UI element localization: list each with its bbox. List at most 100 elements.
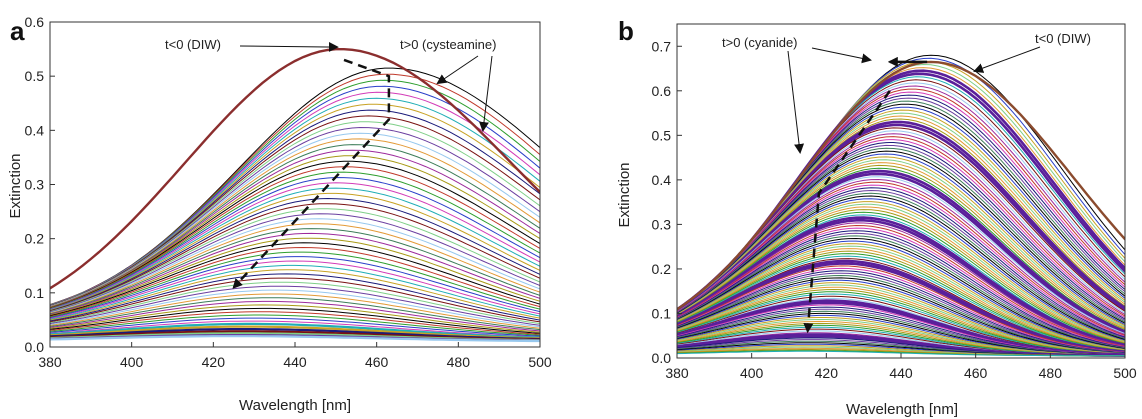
panel-b-series-line [677, 267, 1125, 354]
panel-b-shift-arrow [803, 90, 891, 334]
panel-b-series-line [677, 206, 1125, 344]
panel-a-series-line [50, 203, 540, 312]
panel-a-series-line [50, 242, 540, 317]
panel-b-x-tick-label: 420 [815, 365, 839, 381]
panel-a-x-tick-label: 400 [120, 354, 144, 370]
panel-a-y-tick-label: 0.0 [25, 339, 45, 355]
panel-b-x-tick-label: 480 [1039, 365, 1063, 381]
panel-a-series-line [50, 251, 540, 318]
panel-a-series-line [50, 228, 540, 315]
panel-b-y-axis-label: Extinction [616, 162, 633, 227]
panel-b-x-axis-label: Wavelength [nm] [846, 401, 958, 418]
panel-b-series-line [677, 253, 1125, 352]
panel-b-y-tick-label: 0.4 [652, 172, 672, 188]
panel-b-y-tick-label: 0.0 [652, 350, 672, 366]
panel-a-series-line [50, 277, 540, 323]
panel-a-series-line [50, 182, 540, 311]
panel-b-series-line [677, 232, 1125, 349]
panel-a-series-line [50, 213, 540, 313]
panel-b-series-line [677, 270, 1125, 354]
panel-b-series-line [677, 272, 1125, 354]
panel-b-initial-curve [677, 60, 1125, 311]
panel-a-series-line [50, 307, 540, 334]
panel-b-series-line [677, 211, 1125, 345]
panel-a-y-tick-label: 0.1 [25, 285, 45, 301]
panel-a-letter: a [10, 16, 25, 46]
panel-a-y-tick-label: 0.2 [25, 231, 45, 247]
panel-a-series-line [50, 197, 540, 312]
panel-a-series-line [50, 246, 540, 318]
panel-b-annotations: t>0 (cyanide) t<0 (DIW) [722, 31, 1091, 334]
panel-a-series-line [50, 166, 540, 309]
panel-a-series-line [50, 285, 540, 326]
panel-b-series-line [677, 219, 1125, 347]
panel-a-series-line [50, 187, 540, 311]
panel-a-series-line [50, 273, 540, 322]
panel-b-y-tick-label: 0.3 [652, 216, 672, 232]
panel-a-series-line [50, 311, 540, 335]
panel-a-series-line [50, 264, 540, 320]
panel-a-chart: a 380 400 420 440 460 480 500 0.0 0.1 0.2 0.3 0.4 0.… [7, 14, 552, 414]
panel-b-series-line [677, 230, 1125, 349]
annotation-t-lt-0-diw: t<0 (DIW) [1035, 31, 1091, 46]
panel-a-x-axis-label: Wavelength [nm] [239, 397, 351, 414]
panel-b-y-tick-label: 0.7 [652, 38, 672, 54]
panel-a-series-line [50, 237, 540, 316]
panel-a-shift-arrow [232, 58, 391, 289]
panel-b-y-tick-label: 0.6 [652, 83, 672, 99]
panel-b-x-tick-label: 460 [964, 365, 988, 381]
panel-b-series-line [677, 265, 1125, 353]
panel-b-y-tick-label: 0.1 [652, 305, 672, 321]
panel-b-series-line [677, 240, 1125, 350]
panel-a-x-tick-label: 460 [365, 354, 389, 370]
panel-a-series-line [50, 320, 540, 338]
panel-a-x-tick-label: 380 [38, 354, 62, 370]
panel-a-series-line [50, 232, 540, 316]
annotation-t-gt-0-cyanide: t>0 (cyanide) [722, 35, 798, 50]
panel-a-series-line [50, 260, 540, 320]
panel-b-series-line [677, 209, 1125, 344]
panel-a-y-axis-label: Extinction [7, 153, 24, 218]
panel-a-axes: 380 400 420 440 460 480 500 0.0 0.1 0.2 0.3 0.4 0.5 0… [25, 14, 552, 370]
panel-b-series-line [677, 250, 1125, 352]
panel-b-series-line [677, 227, 1125, 348]
panel-b-series-line [677, 222, 1125, 347]
panel-a-series-line [50, 314, 540, 336]
panel-b-axes: 380 400 420 440 460 480 500 0.0 0.1 0.2 0.3 0.4 0.5 0… [652, 23, 1137, 381]
annotation-t-gt-0-cysteamine: t>0 (cysteamine) [400, 37, 496, 52]
panel-b-series-line [677, 178, 1125, 336]
panel-b-series-line [677, 195, 1125, 341]
panel-a-series-line [50, 160, 540, 309]
panel-a-series-line [50, 281, 540, 325]
panel-b-series-line [677, 262, 1125, 354]
panel-a-series-line [50, 293, 540, 329]
panel-a-series-line [50, 149, 540, 308]
panel-b-pointer [811, 47, 872, 64]
panel-a-pointer [436, 55, 479, 85]
panel-b-pointer [787, 50, 805, 154]
panel-b-series-line [677, 187, 1125, 338]
panel-a-x-tick-label: 480 [447, 354, 471, 370]
panel-b-series-line [677, 224, 1125, 348]
panel-a-x-tick-label: 500 [528, 354, 552, 370]
panel-a-x-tick-label: 440 [283, 354, 307, 370]
panel-a-y-tick-label: 0.5 [25, 68, 45, 84]
panel-a-x-tick-label: 420 [202, 354, 226, 370]
panel-a-series-line [50, 297, 540, 331]
panel-b-series-line [677, 245, 1125, 351]
panel-a-annotations: t<0 (DIW) t>0 (cysteamine) [165, 37, 496, 289]
panel-b-x-tick-label: 380 [665, 365, 689, 381]
panel-a-series-line [50, 85, 540, 306]
panel-b-series-line [677, 248, 1125, 351]
panel-b-series-line [677, 235, 1125, 349]
panel-a-series-line [50, 300, 540, 332]
panel-b-x-tick-label: 440 [889, 365, 913, 381]
panel-a-series-line [50, 208, 540, 313]
panel-a-series-line [50, 97, 540, 306]
panel-a-series-line [50, 256, 540, 319]
panel-a-pointer [239, 41, 339, 52]
panel-b-series-line [677, 277, 1125, 354]
panel-b-y-tick-label: 0.5 [652, 127, 672, 143]
panel-a-y-tick-label: 0.6 [25, 14, 45, 30]
